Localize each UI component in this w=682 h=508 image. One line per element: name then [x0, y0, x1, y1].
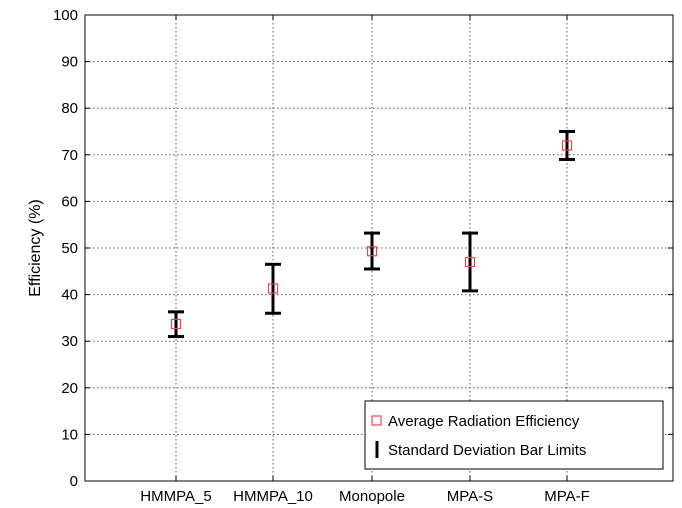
x-tick-label: HMMPA_10 — [233, 488, 313, 505]
y-axis-label: Efficiency (%) — [27, 199, 44, 297]
legend-box — [364, 400, 664, 470]
x-tick-label: MPA-F — [544, 488, 590, 505]
y-tick-label: 0 — [70, 473, 78, 490]
average-marker — [561, 140, 573, 151]
y-tick-label: 70 — [61, 147, 78, 164]
y-tick-label: 10 — [61, 426, 78, 443]
y-tick-label: 40 — [61, 287, 78, 304]
y-tick-label: 100 — [53, 7, 78, 24]
x-tick-label: Monopole — [339, 488, 405, 505]
y-tick-label: 50 — [61, 240, 78, 257]
x-axis: HMMPA_5 HMMPA_10 Monopole MPA-S MPA-F — [140, 15, 590, 505]
y-tick-label: 90 — [61, 54, 78, 71]
y-tick-label: 60 — [61, 193, 78, 210]
legend-label-average: Average Radiation Efficiency — [388, 413, 580, 430]
y-axis: 0 10 20 30 40 50 60 70 80 90 100 — [53, 7, 673, 490]
average-marker — [366, 246, 378, 257]
data-marks — [168, 130, 575, 339]
legend-marker-average — [371, 415, 382, 426]
average-marker — [267, 283, 279, 294]
y-tick-label: 80 — [61, 100, 78, 117]
legend-label-std: Standard Deviation Bar Limits — [388, 442, 586, 459]
average-marker — [464, 256, 476, 268]
legend: Average Radiation Efficiency Standard De… — [364, 400, 664, 470]
x-tick-label: MPA-S — [447, 488, 493, 505]
y-tick-label: 20 — [61, 380, 78, 397]
average-marker — [170, 318, 182, 330]
y-tick-label: 30 — [61, 333, 78, 350]
x-tick-label: HMMPA_5 — [140, 488, 211, 505]
